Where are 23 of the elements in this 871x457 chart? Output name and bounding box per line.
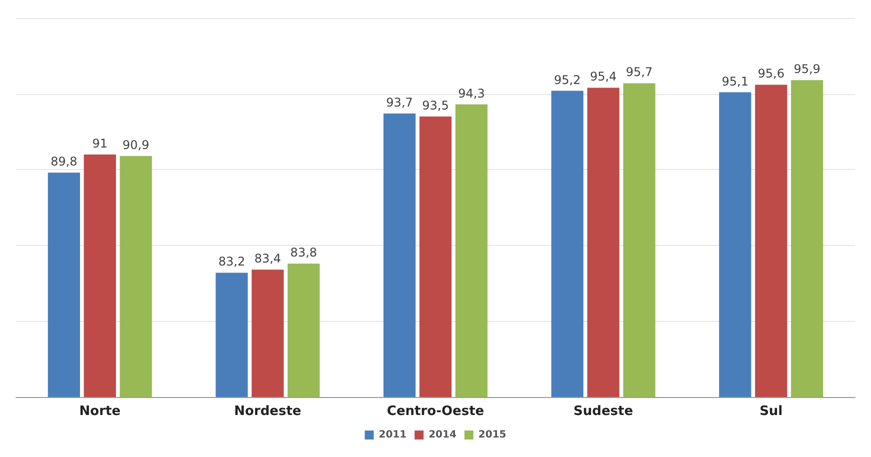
x-tick-label: Nordeste bbox=[234, 404, 302, 419]
data-label: 94,3 bbox=[458, 86, 485, 100]
data-label: 95,2 bbox=[554, 72, 581, 87]
data-label: 93,7 bbox=[386, 96, 413, 110]
data-label: 83,8 bbox=[290, 246, 318, 260]
data-label: 95,1 bbox=[722, 74, 748, 88]
data-label: 95,6 bbox=[758, 66, 784, 81]
x-tick-label: Centro-Oeste bbox=[386, 404, 484, 419]
data-label: 90,9 bbox=[122, 138, 150, 152]
data-label: 95,7 bbox=[626, 65, 653, 80]
data-label: 91 bbox=[92, 136, 108, 150]
data-label: 93,5 bbox=[422, 98, 449, 113]
x-tick-label: Sul bbox=[760, 404, 783, 419]
data-label: 95,4 bbox=[590, 70, 617, 84]
data-label: 95,9 bbox=[794, 62, 820, 76]
legend-label: 2014 bbox=[428, 430, 456, 440]
x-tick-label: Norte bbox=[79, 404, 121, 419]
data-label: 83,4 bbox=[254, 252, 282, 266]
data-label: 83,2 bbox=[218, 254, 246, 269]
legend-label: 2015 bbox=[478, 430, 506, 440]
legend-label: 2011 bbox=[378, 430, 407, 440]
data-label: 89,8 bbox=[50, 154, 78, 169]
x-tick-label: Sudeste bbox=[574, 404, 634, 419]
